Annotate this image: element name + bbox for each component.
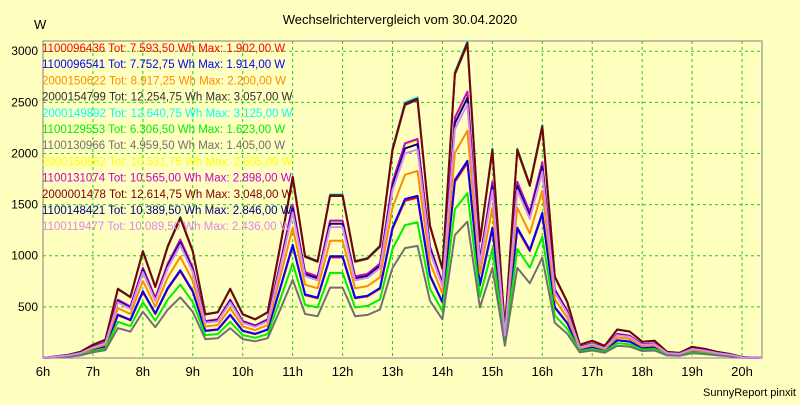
x-tick-label: 19h: [681, 364, 703, 379]
legend-entry: 2000149892 Tot: 12.640,75 Wh Max: 3.125,…: [42, 108, 293, 120]
x-tick-label: 13h: [382, 364, 404, 379]
legend-entry: 1100096436 Tot: 7.593,50 Wh Max: 1.902,0…: [42, 43, 285, 55]
series-lines: [42, 40, 763, 359]
x-tick-label: 15h: [482, 364, 504, 379]
x-tick-label: 8h: [136, 364, 150, 379]
y-tick-label: 3000: [11, 44, 38, 58]
legend-entry: 1100129553 Tot: 6.306,50 Wh Max: 1.623,0…: [42, 124, 285, 136]
series-line: [42, 41, 763, 359]
x-tick-label: 10h: [232, 364, 254, 379]
x-tick-label: 14h: [432, 364, 454, 379]
y-axis-unit-label: W: [34, 17, 47, 32]
chart-title: Wechselrichtervergleich vom 30.04.2020: [283, 12, 518, 27]
x-tick-label: 18h: [631, 364, 653, 379]
legend-entry: 1100096541 Tot: 7.752,75 Wh Max: 1.914,0…: [42, 59, 285, 71]
x-tick-label: 7h: [86, 364, 100, 379]
series-line: [42, 129, 763, 359]
legend: 1100096436 Tot: 7.593,50 Wh Max: 1.902,0…: [42, 43, 293, 233]
footer-credit: SunnyReport pinxit: [703, 387, 796, 399]
series-line: [42, 103, 763, 359]
legend-entry: 2000150622 Tot: 8.917,25 Wh Max: 2.200,0…: [42, 75, 286, 87]
legend-entry: 1100130966 Tot: 4.959,50 Wh Max: 1.405,0…: [42, 140, 285, 152]
legend-entry: 2000001478 Tot: 12.614,75 Wh Max: 3.048,…: [42, 189, 293, 201]
x-tick-label: 9h: [186, 364, 200, 379]
y-tick-label: 2500: [11, 95, 38, 109]
x-tick-label: 16h: [531, 364, 553, 379]
legend-entry: 2000150862 Tot: 10.531,75 Wh Max: 2.605,…: [42, 156, 293, 168]
y-tick-label: 500: [18, 300, 38, 314]
x-tick-label: 17h: [581, 364, 603, 379]
y-tick-label: 1000: [11, 249, 38, 263]
x-tick-label: 6h: [36, 364, 50, 379]
series-line: [42, 159, 763, 359]
series-line: [42, 220, 763, 359]
legend-entry: 2000154799 Tot: 12.254,75 Wh Max: 3.057,…: [42, 92, 293, 104]
plot-frame: [42, 40, 763, 359]
legend-entry: 1100131074 Tot: 10.565,00 Wh Max: 2.898,…: [42, 173, 292, 185]
x-tick-label: 20h: [731, 364, 753, 379]
legend-entry: 1100148421 Tot: 10.389,50 Wh Max: 2.846,…: [42, 205, 292, 217]
x-tick-label: 12h: [332, 364, 354, 379]
legend-entry: 1100119477 Tot: 10.089,50 Wh Max: 2.436,…: [42, 221, 291, 233]
series-line: [42, 192, 763, 359]
axes: 500 1000 1500 2000 2500 3000 6h 7h 8h 9h 10h 11h 12h…: [11, 40, 763, 379]
x-tick-label: 11h: [282, 364, 303, 379]
y-tick-label: 1500: [11, 198, 38, 212]
y-tick-label: 2000: [11, 146, 38, 160]
